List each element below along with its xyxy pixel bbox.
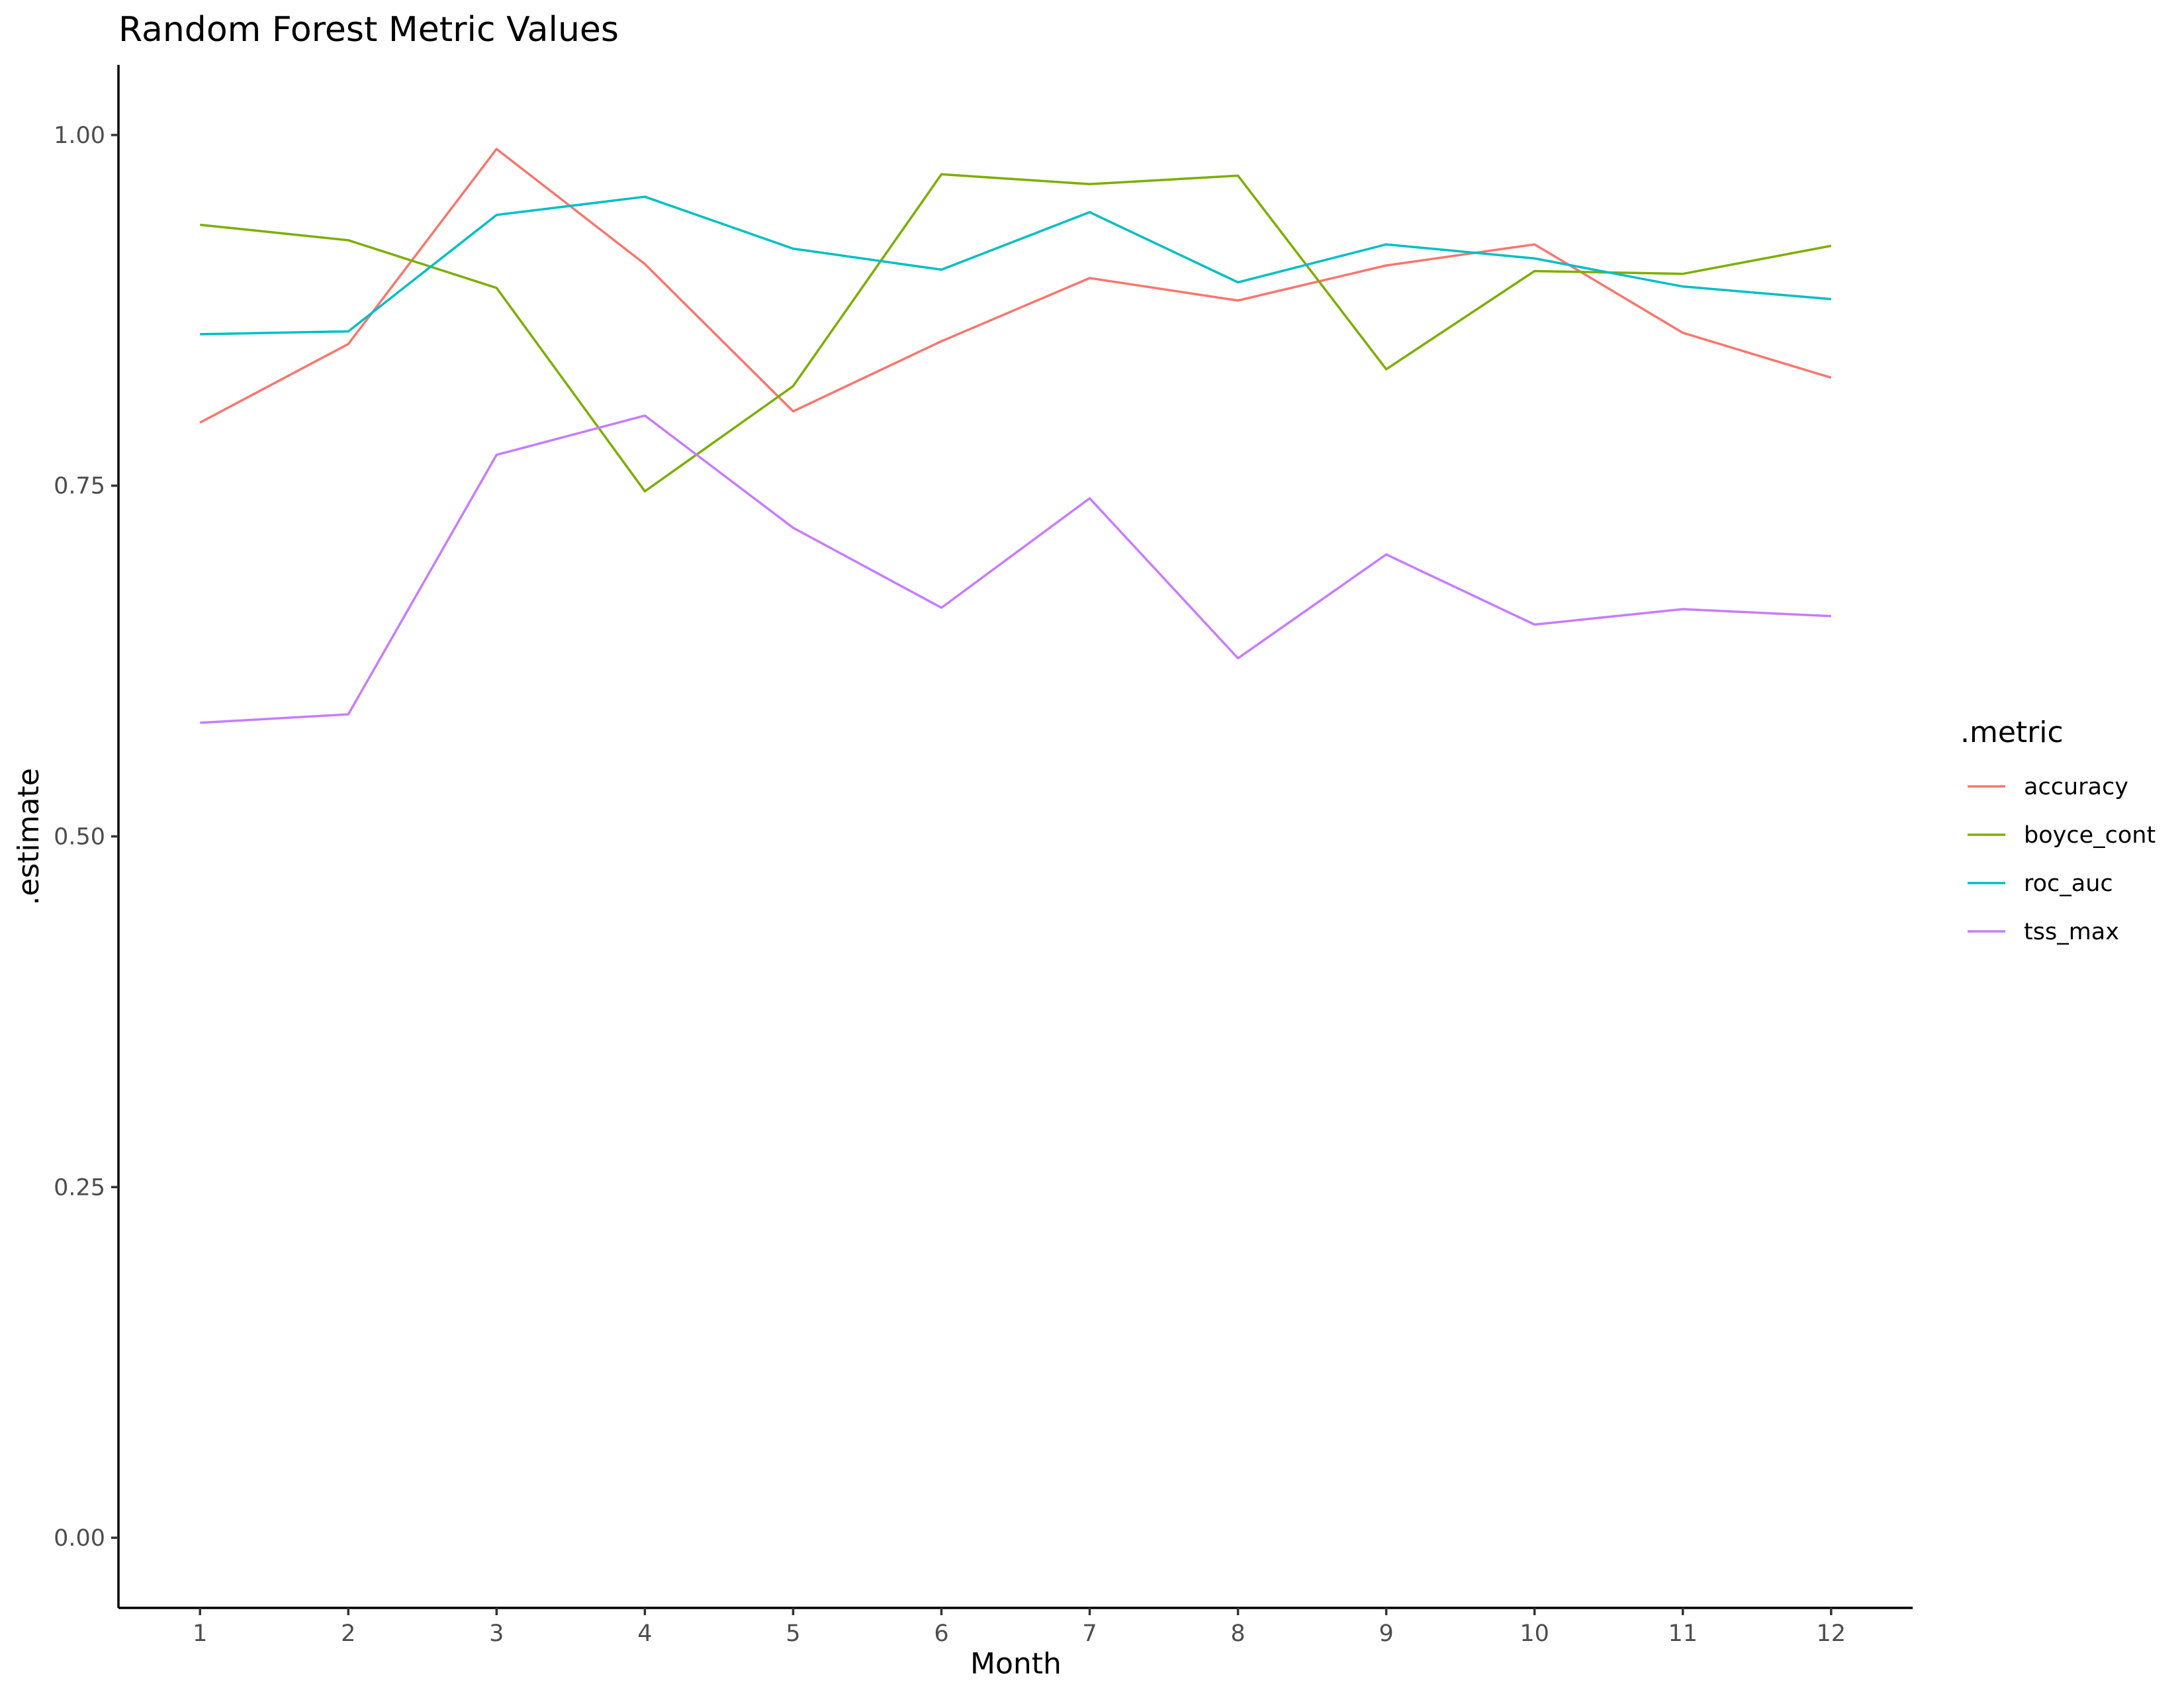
series-layer bbox=[199, 148, 1832, 724]
legend-label-roc-auc: roc_auc bbox=[2024, 870, 2113, 897]
x-tick-label: 4 bbox=[637, 1620, 652, 1647]
series-line-tss-max bbox=[200, 414, 1831, 724]
x-tick-label: 9 bbox=[1379, 1620, 1393, 1647]
x-axis-title: Month bbox=[970, 1647, 1062, 1681]
x-tick-label: 7 bbox=[1082, 1620, 1097, 1647]
y-axis-title: .estimate bbox=[12, 768, 46, 906]
series-line-accuracy bbox=[199, 148, 1832, 424]
y-axis-ticks: 0.00 0.25 0.50 0.75 1.00 bbox=[54, 122, 118, 1552]
x-tick-label: 6 bbox=[934, 1620, 948, 1647]
x-tick-label: 2 bbox=[341, 1620, 355, 1647]
legend-item-tss-max: tss_max bbox=[1968, 919, 2119, 945]
x-tick-label: 5 bbox=[786, 1620, 800, 1647]
legend-item-accuracy: accuracy bbox=[1968, 774, 2128, 800]
legend-item-roc-auc: roc_auc bbox=[1968, 870, 2113, 897]
x-axis-ticks: 1 2 3 4 5 6 7 8 9 10 11 12 bbox=[193, 1608, 1846, 1647]
legend-label-boyce-cont: boyce_cont bbox=[2024, 822, 2156, 849]
legend: .metric accuracy boyce_cont roc_auc tss_max bbox=[1960, 716, 2156, 945]
series-line-boyce-cont bbox=[200, 173, 1832, 492]
y-tick-label: 1.00 bbox=[54, 122, 105, 149]
y-tick-label: 0.00 bbox=[54, 1525, 105, 1552]
series-line-roc-auc bbox=[200, 195, 1831, 336]
legend-title: .metric bbox=[1960, 716, 2064, 749]
x-tick-label: 12 bbox=[1816, 1620, 1846, 1647]
legend-items: accuracy boyce_cont roc_auc tss_max bbox=[1968, 774, 2156, 945]
legend-item-boyce-cont: boyce_cont bbox=[1968, 822, 2156, 849]
y-tick-label: 0.75 bbox=[54, 473, 105, 500]
y-tick-label: 0.25 bbox=[54, 1174, 105, 1201]
x-tick-label: 8 bbox=[1230, 1620, 1245, 1647]
x-tick-label: 10 bbox=[1520, 1620, 1549, 1647]
x-tick-label: 1 bbox=[193, 1620, 207, 1647]
legend-label-accuracy: accuracy bbox=[2024, 774, 2128, 800]
y-tick-label: 0.50 bbox=[54, 824, 105, 851]
plot-area: 0.000.250.500.751.00 1 2 3 4 5 6 7 8 9 10 11 12 bbox=[54, 65, 1913, 1647]
x-tick-label: 3 bbox=[489, 1620, 504, 1647]
x-tick-label: 11 bbox=[1668, 1620, 1698, 1647]
chart-title: Random Forest Metric Values bbox=[118, 10, 619, 50]
legend-label-tss-max: tss_max bbox=[2024, 919, 2119, 945]
